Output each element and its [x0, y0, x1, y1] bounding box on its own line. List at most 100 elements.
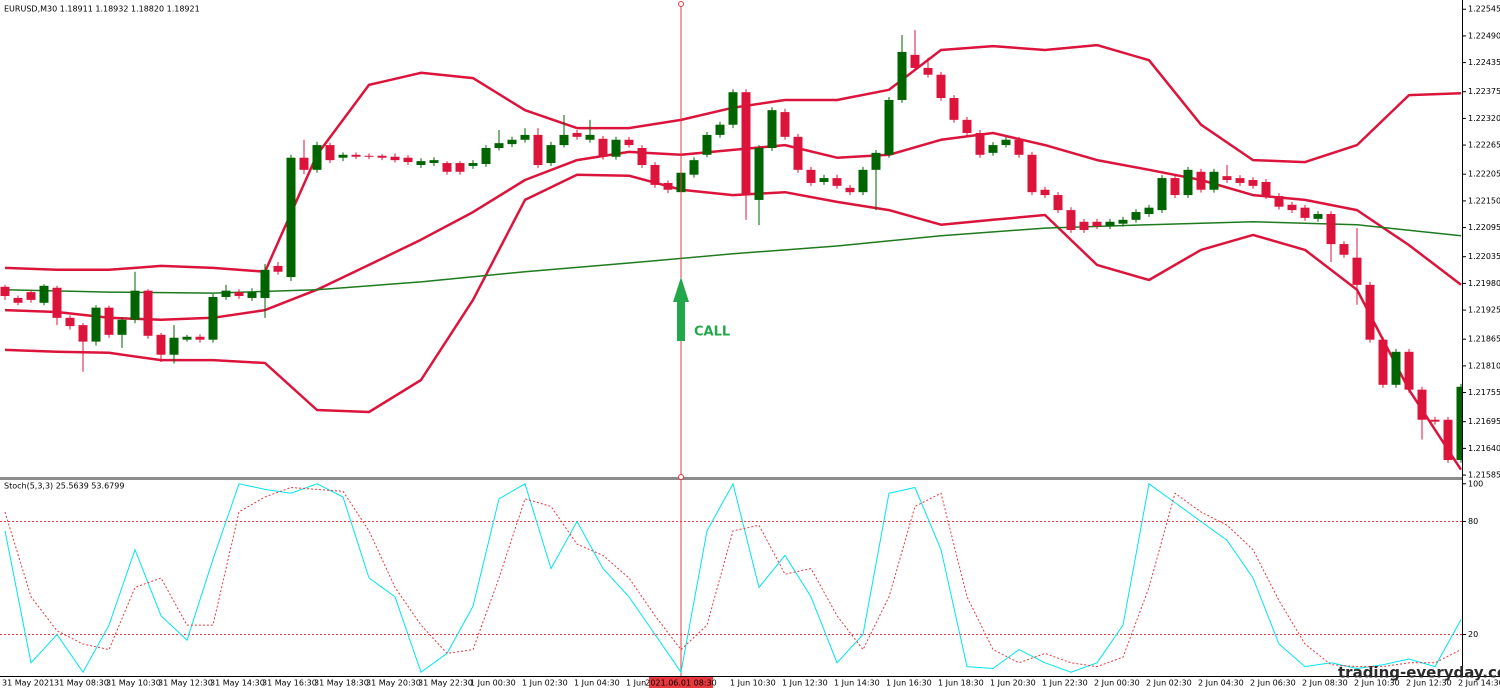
indicator-line — [4, 221, 1462, 294]
x-tick-label: 1 Jun 22:30 — [1042, 679, 1088, 688]
x-tick-label: 31 May 2021 — [2, 679, 54, 688]
candle-body — [624, 139, 634, 146]
y-tick-label: 1.21810 — [1468, 361, 1500, 370]
y-tick-label: 80 — [1468, 517, 1478, 526]
candle-body — [767, 110, 777, 149]
y-tick-label: 1.21640 — [1468, 444, 1500, 453]
candle-body — [208, 296, 218, 340]
candle-body — [1105, 221, 1115, 227]
candle-body — [650, 164, 660, 185]
call-arrow — [673, 277, 689, 341]
x-tick-label: 1 Jun 16:30 — [886, 679, 932, 688]
candle-body — [65, 317, 75, 327]
x-tick-label: 1 Jun 18:30 — [938, 679, 984, 688]
candle-body — [1404, 351, 1414, 390]
y-tick-label: 1.22545 — [1468, 5, 1500, 14]
candle-body — [702, 134, 712, 155]
y-tick-label: 1.22320 — [1468, 114, 1500, 123]
candle-body — [1352, 257, 1362, 285]
price-panel — [0, 30, 1462, 471]
x-tick-label: 1 Jun 00:30 — [470, 679, 516, 688]
candle-body — [598, 138, 608, 157]
y-tick-label: 1.22150 — [1468, 196, 1500, 205]
candle-body — [1417, 389, 1427, 420]
x-tick-label: 2 Jun 12:30 — [1406, 679, 1452, 688]
candle-body — [221, 290, 231, 297]
candle-body — [715, 124, 725, 135]
x-tick-label: 31 May 18:30 — [314, 679, 369, 688]
candle-body — [1027, 154, 1037, 193]
candle-body — [819, 178, 829, 182]
x-tick-label: 31 May 20:30 — [366, 679, 421, 688]
candle-body — [910, 54, 920, 68]
x-tick-label: 31 May 10:30 — [106, 679, 161, 688]
candle-body — [858, 169, 868, 193]
candle-body — [1378, 339, 1388, 385]
x-tick-label: 2 Jun 14:30 — [1458, 679, 1500, 688]
crosshair-handle — [678, 1, 684, 7]
candle-body — [442, 163, 452, 172]
crosshair-handle — [678, 474, 684, 480]
candle-body — [1287, 204, 1297, 211]
y-tick-label: 1.22205 — [1468, 170, 1500, 179]
chart-title: EURUSD,M30 1.18911 1.18932 1.18820 1.189… — [4, 5, 200, 14]
candle-body — [936, 74, 946, 99]
x-tick-label: 31 May 22:30 — [418, 679, 473, 688]
x-tick-label: 2021.06.01 08:30 — [645, 679, 716, 688]
candle-body — [1079, 221, 1089, 231]
candle-body — [1248, 180, 1258, 186]
candle-body — [1196, 171, 1206, 190]
stoch-line — [4, 482, 1462, 674]
candle-body — [1144, 207, 1154, 214]
candle-body — [845, 187, 855, 193]
candle-body — [182, 336, 192, 340]
candle-body — [1183, 169, 1193, 196]
highlight-date-box — [649, 677, 713, 688]
x-tick-label: 1 Jun 04:30 — [574, 679, 620, 688]
candle-body — [39, 285, 49, 303]
candle-body — [390, 156, 400, 161]
candle-body — [1092, 221, 1102, 227]
x-tick-label: 31 May 08:30 — [54, 679, 109, 688]
candle-body — [325, 145, 335, 161]
candle-body — [1391, 351, 1401, 385]
y-tick-label: 1.22435 — [1468, 58, 1500, 67]
candle-body — [1170, 178, 1180, 196]
candle-body — [377, 155, 387, 158]
candle-body — [338, 154, 348, 158]
x-tick-label: 31 May 12:30 — [158, 679, 213, 688]
stoch-line — [4, 486, 1462, 668]
candle-body — [1066, 210, 1076, 231]
x-tick-label: 2 Jun 10:30 — [1354, 679, 1400, 688]
candle-body — [949, 98, 959, 120]
candle-body — [0, 286, 10, 297]
indicator-title: Stoch(5,3,3) 25.5639 53.6799 — [4, 482, 124, 491]
candle-body — [585, 134, 595, 140]
candle-body — [663, 182, 673, 190]
candle-body — [455, 163, 465, 172]
y-tick-label: 1.21695 — [1468, 417, 1500, 426]
candle-body — [1053, 195, 1063, 211]
candle-body — [13, 297, 23, 303]
candle-body — [91, 307, 101, 342]
candle-body — [1430, 419, 1440, 422]
indicator-line — [4, 173, 1462, 471]
candle-body — [286, 157, 296, 278]
candle-body — [1014, 139, 1024, 155]
x-tick-label: 1 Jun 14:30 — [834, 679, 880, 688]
y-tick-label: 1.21925 — [1468, 306, 1500, 315]
candle-body — [130, 290, 140, 320]
candle-body — [897, 51, 907, 100]
candle-body — [975, 132, 985, 155]
y-tick-label: 1.22035 — [1468, 252, 1500, 261]
candle-body — [1456, 386, 1462, 461]
candle-body — [468, 163, 478, 166]
candle-body — [806, 169, 816, 183]
candle-body — [520, 134, 530, 140]
x-tick-label: 1 Jun — [626, 679, 646, 688]
y-tick-label: 1.22490 — [1468, 31, 1500, 40]
candle-body — [1300, 207, 1310, 218]
candle-body — [247, 292, 257, 298]
